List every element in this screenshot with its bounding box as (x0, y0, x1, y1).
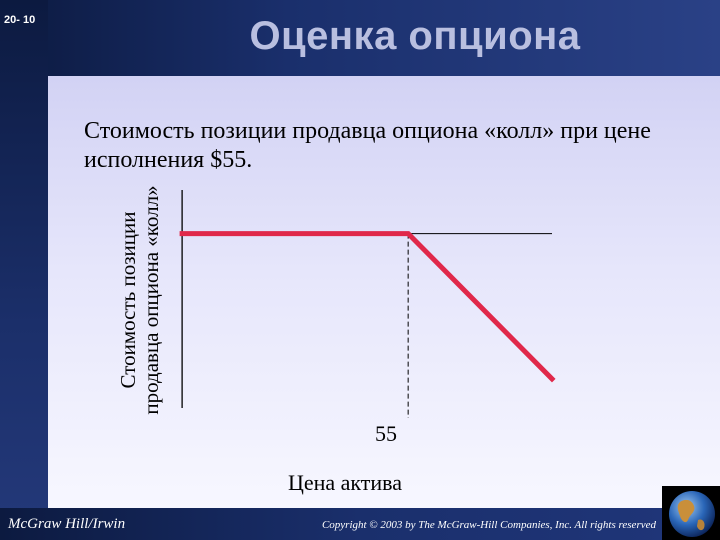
x-axis-label: Цена актива (287, 470, 403, 495)
payoff-line (179, 231, 556, 383)
publisher-label: McGraw Hill/Irwin (8, 516, 126, 532)
slide-subtitle: Стоимость позиции продавца опциона «колл… (84, 118, 651, 173)
copyright-text: Copyright © 2003 by The McGraw-Hill Comp… (321, 519, 656, 531)
globe-icon (662, 486, 720, 540)
title-bar (0, 0, 720, 76)
x-tick-label: 55 (375, 421, 397, 446)
left-frame (0, 0, 48, 540)
footer-bar (0, 508, 720, 540)
content-panel (48, 76, 720, 508)
slide-title: Оценка опциона (249, 14, 581, 58)
slide-number: 20- 10 (4, 14, 36, 26)
